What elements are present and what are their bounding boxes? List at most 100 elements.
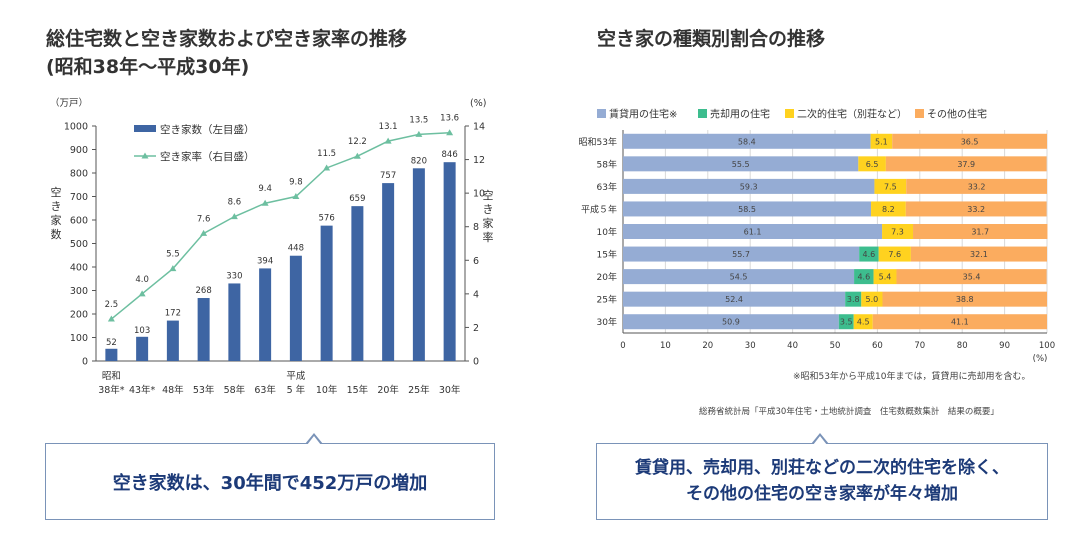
y-tick-label-left: 200 [70,310,88,321]
y-tick-label-left: 800 [70,169,88,180]
stacked-segment [859,246,879,262]
x-tick-label: 10 [660,341,671,351]
legend-swatch [785,109,794,118]
y-tick-label-left: 900 [70,145,88,156]
segment-value-label: 38.8 [956,295,974,304]
x-tick-label: 80 [957,341,968,351]
segment-value-label: 58.5 [738,205,756,214]
right-axis-title-char: 家 [483,216,494,230]
segment-value-label: 5.4 [879,273,892,282]
line-value-label: 9.8 [289,178,303,188]
x-tick-label: 50 [830,341,841,351]
right-unit-label: (%) [470,98,486,109]
bar-value-label: 330 [226,271,242,281]
x-tick-label: 43年* [129,384,156,396]
legend-swatch [698,109,707,118]
bar-value-label: 846 [442,150,458,160]
category-label: 20年 [597,271,617,283]
segment-value-label: 7.6 [888,250,901,259]
left-callout: 空き家数は、30年間で452万戸の増加 [45,433,495,520]
stacked-segment [623,269,855,285]
bar-value-label: 659 [349,194,365,204]
x-tick-label: 60 [872,341,883,351]
stacked-segment [854,269,874,285]
x-tick-label: 58年 [224,384,246,396]
line-value-label: 8.6 [228,198,242,208]
category-label: 25年 [597,294,617,306]
x-tick-label: 70 [914,341,925,351]
bar [105,348,118,361]
y-tick-label-left: 400 [70,263,88,274]
right-axis-title-char: き [483,203,494,216]
x-tick-label: 10年 [316,384,338,396]
x-tick-label: 53年 [193,384,215,396]
stacked-segment [838,314,854,330]
stacked-segment [896,269,1047,285]
bar [351,206,364,361]
y-tick-label-left: 500 [70,239,88,250]
source-note: 総務省統計局「平成30年住宅・土地統計調査 住宅数概数集計 結果の概要」 [699,407,999,417]
legend-label-bar: 空き家数（左目盛） [160,123,255,136]
right-callout-line2: その他の住宅の空き家率が年々増加 [686,483,958,504]
right-callout-text: 賃貸用、売却用、別荘などの二次的住宅を除く、 その他の住宅の空き家率が年々増加 [635,456,1009,507]
stacked-segment [913,224,1048,239]
stacked-segment [623,291,846,307]
legend-label: 二次的住宅（別荘など） [797,108,907,121]
stacked-segment [873,269,897,285]
segment-value-label: 52.4 [725,295,743,304]
bar [289,255,302,361]
segment-value-label: 55.5 [732,160,750,169]
segment-value-label: 55.7 [732,250,750,259]
y-tick-label-right: 14 [473,122,485,133]
category-label: 10年 [597,226,617,238]
segment-value-label: 35.4 [963,273,981,282]
footnote: ※昭和53年から平成10年までは，賃貸用に売却用を含む。 [793,372,1031,382]
bar-value-label: 52 [106,338,117,348]
stacked-segment [623,201,872,217]
left-axis-title-char: 数 [51,228,62,241]
bar [136,336,149,361]
x-tick-label: 40 [787,341,798,351]
y-tick-label-right: 6 [473,256,479,267]
y-tick-label-left: 700 [70,192,88,203]
left-axis-title-char: き [51,200,62,213]
segment-value-label: 8.2 [882,205,895,214]
stacked-segment [885,156,1047,172]
line-point [323,164,331,171]
line-point [446,129,454,136]
line-value-label: 2.5 [105,300,119,310]
stacked-segment [623,156,859,172]
bar [228,283,241,361]
line-point [138,290,146,297]
x-tick-label: 20 [702,341,713,351]
legend-label: 賃貸用の住宅※ [609,108,677,121]
category-label: 58年 [597,158,617,170]
right-callout-line1: 賃貸用、売却用、別荘などの二次的住宅を除く、 [635,458,1009,478]
right-callout: 賃貸用、売却用、別荘などの二次的住宅を除く、 その他の住宅の空き家率が年々増加 [596,433,1048,520]
left-chart-title: 総住宅数と空き家数および空き家率の推移 (昭和38年～平成30年) [46,26,407,81]
category-label: 15年 [597,249,617,261]
bar-value-label: 448 [288,244,304,254]
stacked-segment [870,133,893,149]
x-tick-label: 48年 [162,384,184,396]
stacked-segment [861,291,883,307]
stacked-segment [858,156,886,172]
segment-value-label: 3.8 [847,295,860,304]
bar-value-label: 576 [319,214,335,224]
line-point [384,137,392,144]
left-title-line2: (昭和38年～平成30年) [46,55,250,78]
x-tick-label: 100 [1039,341,1055,351]
callout-pointer [305,433,323,445]
legend-swatch-bar [134,125,156,132]
y-tick-label-right: 12 [473,155,485,166]
stacked-segment [871,201,906,217]
x-tick-label: 15年 [347,384,369,396]
line-point [200,229,208,236]
segment-value-label: 58.4 [738,137,756,146]
line-point [261,199,269,206]
line-value-label: 7.6 [197,214,211,224]
y-tick-label-left: 0 [82,357,88,368]
x-tick-label: 30 [745,341,756,351]
x-tick-label: 0 [620,341,625,351]
